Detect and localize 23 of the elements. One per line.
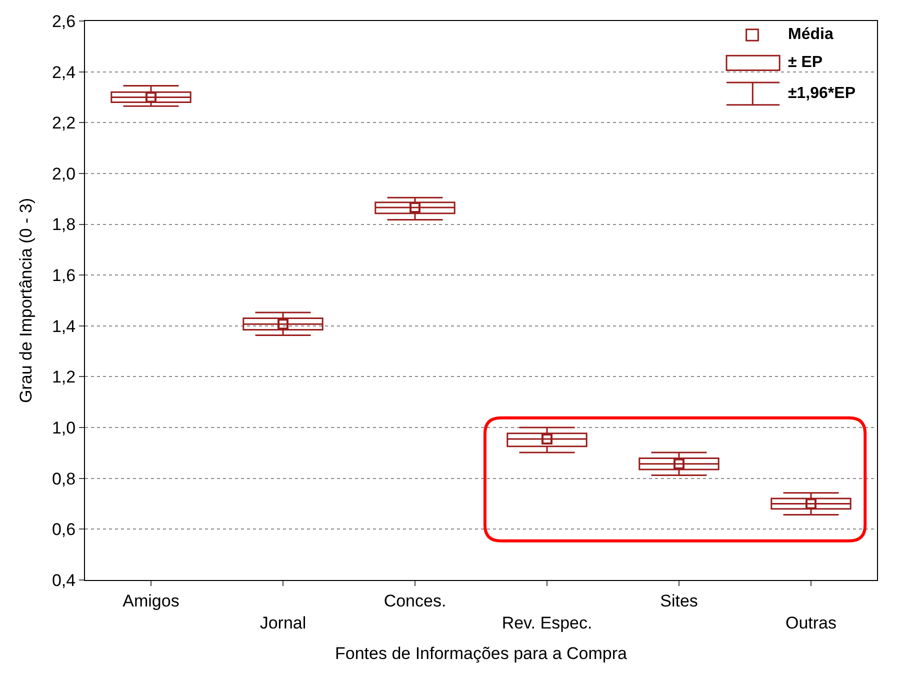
y-tick-label: 2,6 <box>52 12 76 31</box>
y-tick-label: 0,4 <box>52 570 76 590</box>
x-tick-label: Jornal <box>260 614 306 632</box>
annotation: ± EP <box>788 54 823 71</box>
y-tick-label: 2,2 <box>52 114 76 133</box>
y-tick-label: 0,8 <box>52 469 76 488</box>
y-tick-label: 2,0 <box>52 164 76 184</box>
y-tick-label: 0,6 <box>52 520 76 540</box>
x-tick-label: Outras <box>785 614 837 632</box>
x-tick-label: Conces. <box>384 591 446 610</box>
y-tick-label: 1,0 <box>52 418 76 438</box>
annotation: ±1,96*EP <box>788 85 856 102</box>
y-tick-label: 1,6 <box>52 266 76 286</box>
annotation: Média <box>788 26 834 43</box>
y-tick-label: 2,4 <box>52 62 76 82</box>
x-tick-label: Amigos <box>122 591 180 610</box>
x-axis-title: Fontes de Informações para a Compra <box>335 644 628 663</box>
x-tick-label: Sites <box>660 591 698 610</box>
y-axis-title: Grau de Importância (0 - 3) <box>16 198 36 404</box>
y-tick-label: 1,4 <box>52 316 76 336</box>
y-tick-label: 1,2 <box>52 368 76 387</box>
x-tick-label: Rev. Espec. <box>502 614 592 632</box>
y-tick-label: 1,8 <box>52 215 76 234</box>
